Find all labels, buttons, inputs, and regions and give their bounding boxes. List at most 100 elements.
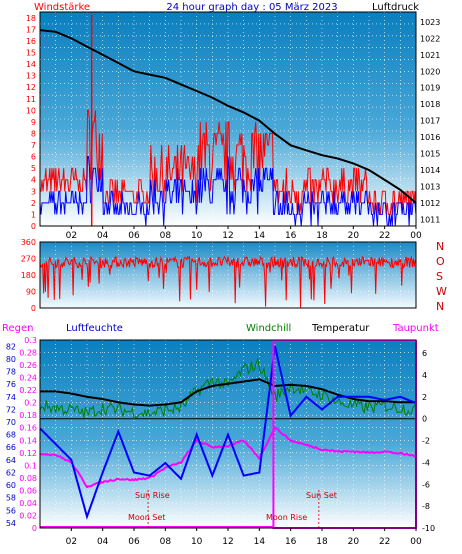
wind-tick-label: 14 [26,60,36,69]
wind-tick-label: 17 [26,25,36,34]
x-axis-top-label: 06 [128,231,140,241]
x-axis-bottom-label: 08 [160,537,172,547]
x-axis-bottom-label: 20 [348,537,360,547]
x-axis-bottom-label: 04 [97,537,109,547]
x-axis-top-label: 10 [191,231,203,241]
pressure-tick-label: 1022 [420,34,440,43]
x-axis-top-label: 08 [160,231,172,241]
humidity-tick-label: 54 [6,519,16,528]
x-axis-top-label: 00 [410,231,422,241]
pressure-tick-label: 1016 [420,133,440,142]
wind-tick-label: 8 [31,129,36,138]
wind-tick-label: 0 [31,222,36,231]
x-axis-bottom-label: 00 [410,537,422,547]
wind-tick-label: 18 [26,14,36,23]
x-axis-bottom-label: 18 [316,537,328,547]
wind-axis-label: Windstärke [34,2,90,13]
temperature-tick-label: 0 [422,415,427,424]
x-axis-top-label: 12 [222,231,233,241]
wind-tick-label: 9 [31,118,36,127]
wind-tick-label: 4 [31,176,36,185]
wind-direction-line [39,255,416,308]
humidity-tick-label: 58 [6,494,16,503]
pressure-tick-label: 1011 [420,215,440,224]
rain-tick-label: 0.06 [19,486,37,495]
rain-tick-label: 0.28 [19,349,37,358]
wind-tick-label: 11 [26,95,36,104]
wind-tick-label: 3 [31,187,36,196]
compass-label: S [436,270,443,283]
humidity-tick-label: 56 [6,506,16,515]
pressure-line [39,29,417,204]
humidity-tick-label: 66 [6,443,16,452]
pressure-tick-label: 1014 [420,166,440,175]
rain-tick-label: 0.14 [19,436,37,445]
sunset-annotation: Sun Set [306,491,337,500]
panel-border-2 [39,241,417,309]
x-axis-bottom-label: 16 [285,537,297,547]
x-axis-top-label: 14 [254,231,266,241]
wind-tick-label: 10 [26,106,36,115]
x-axis-top-label: 16 [285,231,297,241]
rain-tick-label: 0.24 [19,374,37,383]
x-axis-top-label: 22 [379,231,390,241]
windchill-label: Windchill [246,323,291,334]
moonset-annotation: Moon Set [128,513,165,522]
wind-gust-line [40,109,417,215]
compass-label: O [436,255,445,268]
chart-title: 24 hour graph day : 05 März 2023 [166,2,337,13]
compass-label: N [436,300,444,313]
rain-label: Regen [2,323,34,334]
wind-tick-label: 2 [31,199,36,208]
x-axis-bottom-label: 12 [222,537,233,547]
moonrise-annotation: Moon Rise [266,513,307,522]
rain-tick-label: 0.16 [19,424,37,433]
pressure-tick-label: 1019 [420,84,440,93]
direction-tick-label: 180 [21,271,36,280]
wind-speed-line [39,156,417,227]
x-axis-bottom-label: 22 [379,537,390,547]
pressure-tick-label: 1015 [420,150,440,159]
rain-tick-label: 0.3 [24,336,37,345]
temperature-tick-label: -6 [422,480,430,489]
temperature-tick-label: 4 [422,371,427,380]
temperature-label: Temperatur [311,323,370,334]
wind-tick-label: 6 [31,153,36,162]
wind-tick-label: 1 [31,210,36,219]
temperature-tick-label: 6 [422,349,427,358]
compass-label: N [436,240,444,253]
pressure-tick-label: 1018 [420,100,440,109]
pressure-tick-label: 1023 [420,18,440,27]
pressure-tick-label: 1020 [420,67,440,76]
temperature-tick-label: -4 [422,458,430,467]
x-axis-top-label: 18 [316,231,328,241]
x-axis-bottom-label: 06 [128,537,140,547]
windchill-line [39,357,417,420]
rain-tick-label: 0 [32,524,37,533]
temperature-line [40,378,416,407]
humidity-tick-label: 72 [6,405,16,414]
dewpoint-line [39,426,417,489]
rain-tick-label: 0.04 [19,499,37,508]
humidity-tick-label: 78 [6,368,16,377]
pressure-tick-label: 1017 [420,117,440,126]
direction-tick-label: 270 [21,255,36,264]
rain-tick-label: 0.18 [19,411,37,420]
rain-tick-label: 0.02 [19,511,37,520]
temperature-tick-label: -10 [422,524,435,533]
direction-tick-label: 360 [21,238,36,247]
humidity-tick-label: 64 [6,456,16,465]
pressure-tick-label: 1012 [420,199,440,208]
x-axis-top-label: 02 [66,231,77,241]
temperature-tick-label: -2 [422,437,430,446]
humidity-tick-label: 62 [6,468,16,477]
wind-tick-label: 15 [26,48,36,57]
sunrise-annotation: Sun Rise [135,491,170,500]
rain-tick-label: 0.22 [19,386,37,395]
x-axis-bottom-label: 14 [254,537,266,547]
rain-tick-label: 0.2 [24,399,37,408]
humidity-label: Luftfeuchte [66,323,123,334]
x-axis-top-label: 04 [97,231,109,241]
